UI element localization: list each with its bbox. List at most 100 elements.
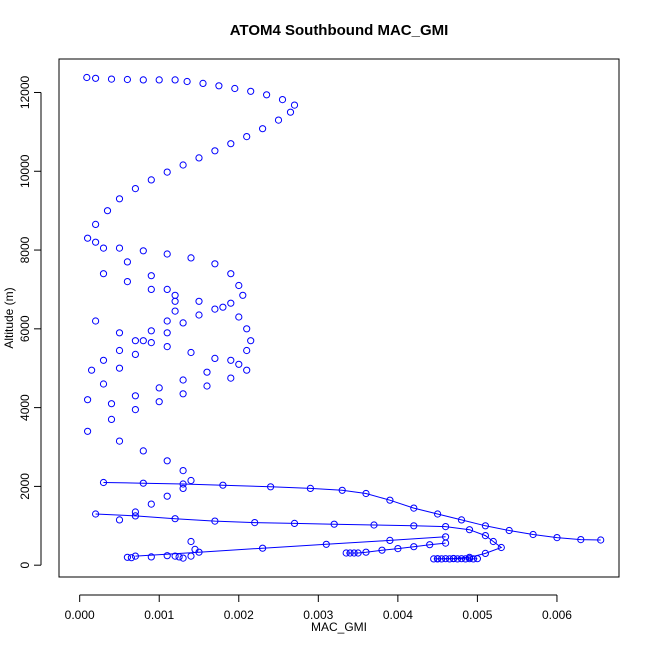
series-9 [430, 555, 481, 563]
x-axis-label: MAC_GMI [311, 620, 367, 634]
data-point [434, 555, 442, 563]
data-point [147, 327, 155, 335]
data-point [179, 467, 187, 475]
series-8 [342, 539, 450, 557]
series-line [95, 513, 503, 560]
data-point [227, 270, 235, 278]
x-tick-label: 0.003 [303, 608, 333, 622]
series-1 [84, 238, 247, 404]
data-point [179, 480, 187, 488]
data-point [84, 234, 92, 242]
data-point [99, 244, 108, 252]
data-point [453, 555, 462, 563]
data-point [123, 75, 132, 84]
data-point [350, 549, 358, 557]
data-point [267, 483, 275, 491]
data-point [131, 337, 139, 345]
data-point [175, 553, 183, 561]
y-tick-label: 2000 [18, 473, 32, 500]
series-4 [84, 317, 251, 435]
series-7 [92, 510, 505, 563]
data-point [461, 555, 470, 563]
data-point [394, 545, 402, 553]
data-point [449, 555, 458, 563]
data-point [131, 552, 139, 560]
y-tick-label: 12000 [18, 75, 32, 109]
data-point [251, 519, 259, 527]
data-point [147, 285, 155, 293]
data-point [306, 484, 314, 492]
data-point [84, 427, 92, 435]
data-point [147, 339, 155, 347]
data-point [481, 522, 489, 530]
data-point [163, 457, 171, 465]
data-point [127, 554, 135, 562]
data-point [131, 185, 139, 193]
data-point [187, 254, 195, 262]
series-6 [99, 478, 605, 544]
data-point [597, 536, 605, 544]
data-point [179, 161, 187, 169]
data-point [211, 305, 219, 313]
data-point [115, 437, 124, 445]
data-point [195, 548, 203, 556]
data-point [131, 512, 139, 520]
series-line [346, 542, 446, 554]
data-point [155, 398, 163, 406]
data-point [457, 555, 466, 563]
data-point [92, 74, 100, 82]
data-point [139, 479, 147, 487]
data-point [219, 303, 227, 311]
data-point [115, 195, 124, 203]
data-point [99, 380, 108, 388]
data-point [386, 496, 394, 504]
y-tick-label: 4000 [18, 394, 32, 421]
data-point [211, 260, 219, 268]
data-point [92, 238, 100, 246]
data-point [163, 329, 171, 337]
data-point [139, 76, 147, 84]
data-point [211, 147, 219, 155]
data-point [195, 311, 203, 319]
data-point [438, 555, 446, 563]
data-point [286, 108, 295, 116]
data-point [247, 87, 255, 95]
data-point [322, 540, 330, 548]
x-tick-label: 0.005 [462, 608, 492, 622]
data-point [155, 76, 163, 84]
data-point [442, 533, 450, 541]
data-point [115, 329, 124, 337]
data-point [99, 356, 108, 364]
data-point [163, 168, 171, 176]
data-point [505, 526, 513, 535]
data-point [219, 481, 227, 489]
plot-frame [58, 58, 620, 578]
data-point [481, 549, 489, 558]
data-point [179, 319, 187, 327]
data-point [203, 382, 211, 390]
data-point [489, 537, 497, 546]
data-point [247, 337, 255, 345]
data-point [430, 555, 438, 563]
data-point [473, 555, 481, 563]
data-point [465, 526, 474, 534]
data-point [553, 534, 561, 542]
data-point [84, 396, 92, 404]
data-point [147, 176, 155, 184]
data-point [263, 91, 271, 99]
data-point [131, 392, 139, 400]
data-point [278, 96, 287, 104]
data-point [410, 504, 418, 512]
data-point [147, 272, 155, 280]
data-point [211, 517, 219, 525]
data-point [187, 476, 195, 485]
data-point [577, 536, 585, 544]
data-point [195, 154, 203, 162]
data-point [187, 537, 195, 546]
data-point [259, 544, 267, 552]
data-point [115, 346, 124, 355]
data-point [171, 291, 179, 299]
data-point [92, 220, 100, 228]
data-point [274, 116, 283, 124]
y-axis-label: Altitude (m) [2, 287, 16, 348]
